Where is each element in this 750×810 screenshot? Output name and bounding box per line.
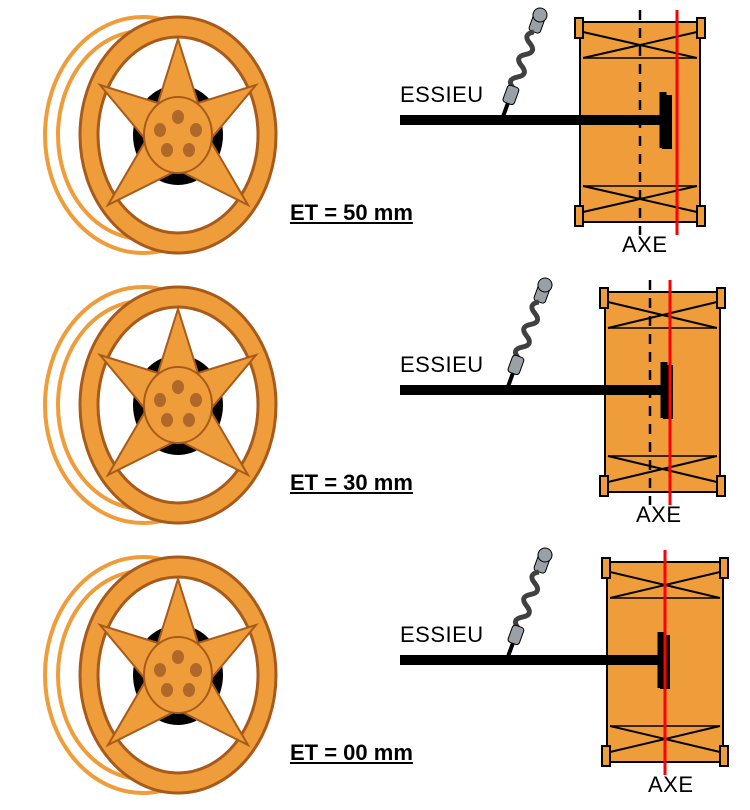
axe-label: AXE bbox=[636, 502, 682, 528]
diagram-row-3: ET = 00 mm ESSIEU AXE bbox=[0, 540, 750, 810]
shock-absorber-icon bbox=[496, 6, 549, 121]
wheel-front-view bbox=[30, 5, 290, 265]
shock-absorber-icon bbox=[501, 276, 554, 391]
cross-section bbox=[380, 540, 750, 810]
diagram-row-1: ET = 50 mm ESSIEU bbox=[0, 0, 750, 270]
wheel-front-view bbox=[30, 545, 290, 805]
cross-section bbox=[380, 0, 750, 270]
shock-absorber-icon bbox=[501, 546, 554, 661]
diagram-row-2: ET = 30 mm ESSIEU AXE bbox=[0, 270, 750, 540]
axe-label: AXE bbox=[648, 772, 694, 798]
wheel-front-view bbox=[30, 275, 290, 535]
axe-label: AXE bbox=[622, 232, 668, 258]
cross-section bbox=[380, 270, 750, 540]
